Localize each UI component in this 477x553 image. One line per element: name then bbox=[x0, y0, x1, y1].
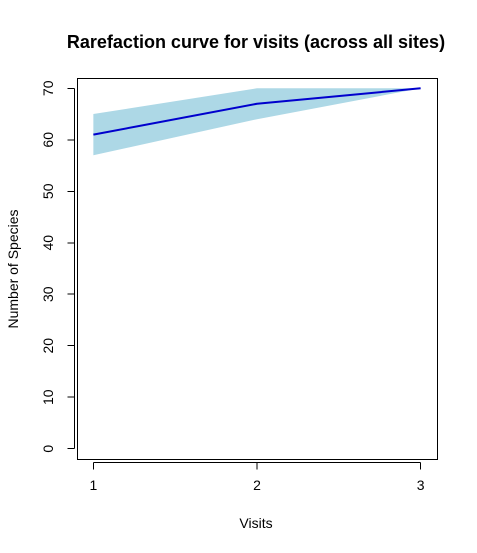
y-tick-label: 0 bbox=[40, 445, 56, 453]
y-tick-label: 20 bbox=[40, 338, 56, 354]
x-axis-label: Visits bbox=[239, 515, 272, 531]
x-axis: 1 2 3 bbox=[89, 462, 425, 493]
y-tick-label: 10 bbox=[40, 389, 56, 405]
x-tick-label: 3 bbox=[417, 477, 425, 493]
x-tick-label: 2 bbox=[253, 477, 261, 493]
confidence-band bbox=[93, 88, 421, 156]
y-tick-label: 60 bbox=[40, 132, 56, 148]
chart-title: Rarefaction curve for visits (across all… bbox=[67, 32, 445, 52]
y-tick-label: 70 bbox=[40, 80, 56, 96]
x-tick-label: 1 bbox=[89, 477, 97, 493]
plot-area bbox=[93, 87, 421, 156]
y-tick-label: 30 bbox=[40, 286, 56, 302]
y-tick-label: 50 bbox=[40, 183, 56, 199]
plot-frame bbox=[77, 78, 438, 460]
y-axis-label: Number of Species bbox=[5, 209, 21, 328]
rarefaction-line bbox=[93, 87, 421, 136]
y-tick-label: 40 bbox=[40, 235, 56, 251]
y-axis: 0 10 20 30 40 50 60 70 bbox=[40, 80, 75, 453]
